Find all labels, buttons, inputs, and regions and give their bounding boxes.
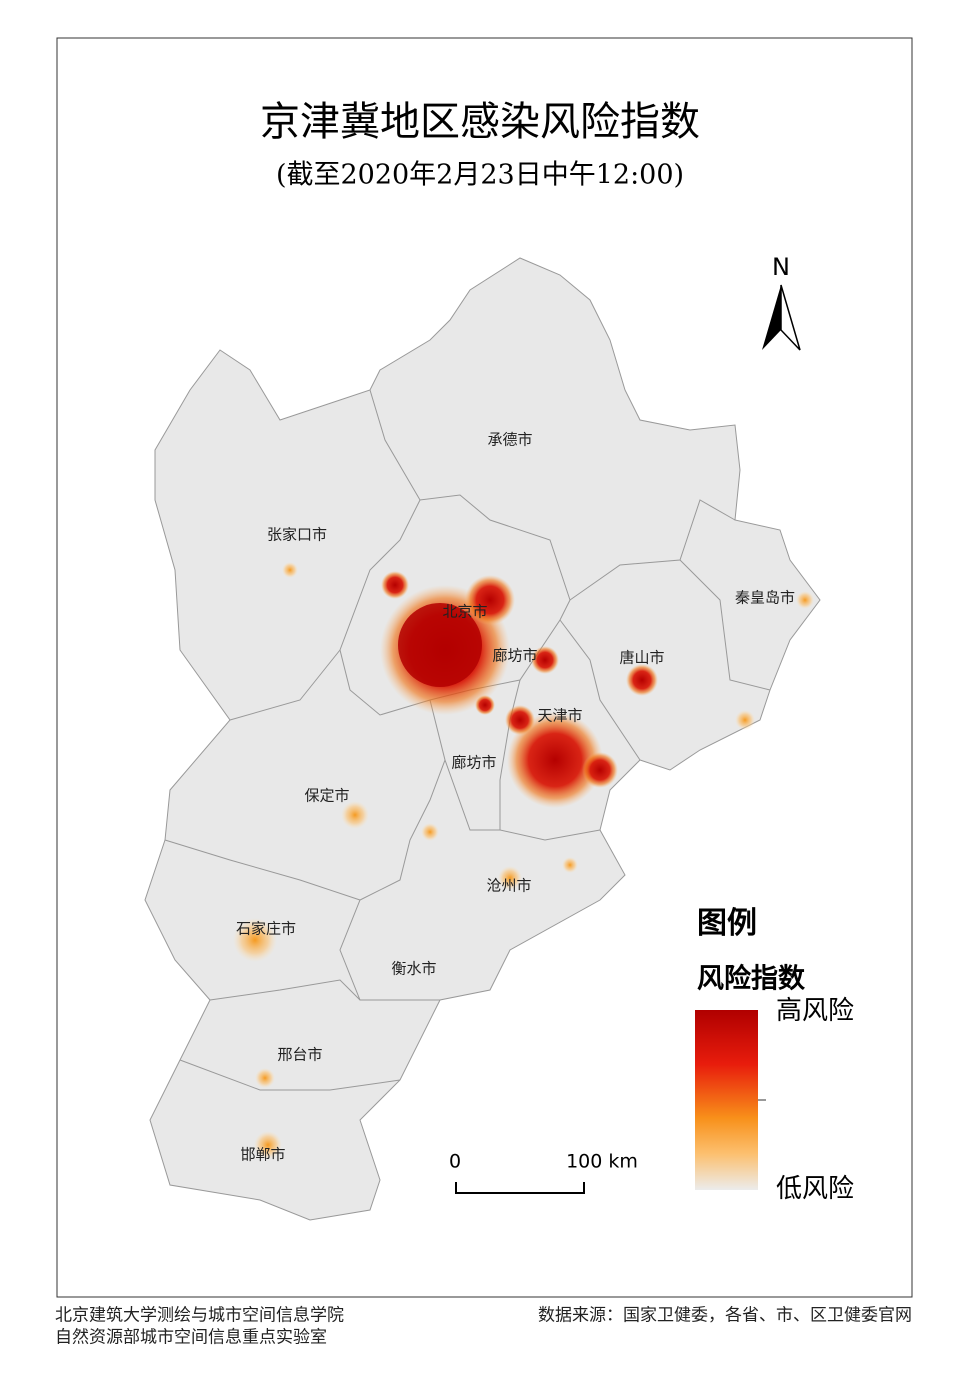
city-label: 沧州市	[486, 877, 531, 895]
city-label: 衡水市	[391, 960, 436, 978]
city-label: 秦皇岛市	[735, 589, 795, 607]
city-label: 邢台市	[277, 1046, 322, 1064]
hotspot	[255, 1068, 275, 1088]
legend-low: 低风险	[776, 1174, 854, 1204]
footer-right: 数据来源：国家卫健委，各省、市、区卫健委官网	[538, 1306, 912, 1326]
hotspot	[582, 752, 618, 788]
arrow-left	[762, 285, 781, 350]
city-label: 张家口市	[267, 526, 327, 544]
city-label: 承德市	[487, 431, 532, 449]
legend-subtitle: 风险指数	[697, 963, 806, 995]
subtitle: (截至2020年2月23日中午12:00)	[276, 160, 684, 191]
city-label: 廊坊市	[451, 754, 496, 772]
north-label: N	[772, 253, 790, 281]
footer-left: 北京建筑大学测绘与城市空间信息学院	[55, 1306, 344, 1326]
city-label: 保定市	[304, 787, 349, 805]
hotspot	[341, 801, 369, 829]
hotspot	[507, 712, 603, 808]
hotspot	[398, 603, 482, 687]
footer-left: 自然资源部城市空间信息重点实验室	[55, 1328, 327, 1348]
hotspot	[381, 571, 409, 599]
north-arrow: N	[762, 253, 801, 351]
hotspot	[498, 866, 522, 890]
scale-line	[455, 1182, 585, 1194]
title: 京津冀地区感染风险指数	[260, 99, 700, 145]
hotspot	[475, 695, 495, 715]
scale-bar: 0 100 km	[449, 1151, 638, 1194]
hotspot	[282, 562, 298, 578]
hotspot	[531, 646, 559, 674]
city-label: 北京市	[442, 603, 487, 621]
scale-start: 0	[449, 1151, 461, 1173]
legend-title: 图例	[697, 906, 757, 941]
city-label: 天津市	[537, 707, 582, 725]
risk-hotspots	[233, 562, 814, 1159]
city-label: 廊坊市	[492, 647, 537, 665]
hotspot	[796, 591, 814, 609]
city-label: 邯郸市	[240, 1146, 285, 1164]
region-outline	[144, 257, 821, 1221]
arrow-right	[780, 284, 801, 351]
hotspot	[562, 857, 578, 873]
legend-ramp	[695, 1010, 758, 1190]
hotspot	[421, 823, 439, 841]
city-label: 唐山市	[619, 649, 664, 667]
hotspot	[254, 1131, 282, 1159]
city-label: 石家庄市	[236, 920, 296, 938]
hotspot	[233, 918, 277, 962]
scale-end: 100 km	[566, 1151, 638, 1173]
hotspot	[465, 575, 515, 625]
hotspot	[626, 664, 658, 696]
hotspot	[505, 705, 535, 735]
hotspot	[735, 710, 755, 730]
legend: 图例 风险指数 高风险 低风险	[695, 906, 854, 1204]
legend-high: 高风险	[776, 996, 854, 1026]
